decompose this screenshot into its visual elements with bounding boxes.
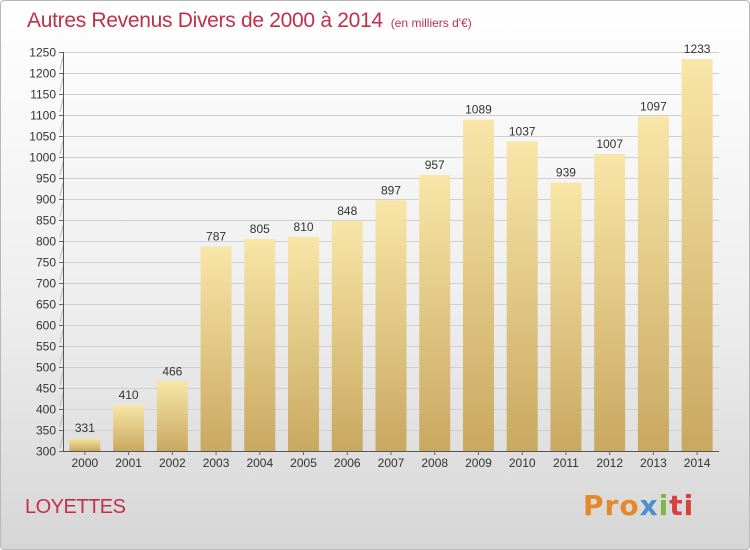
value-label: 957 [425, 158, 445, 172]
value-label: 1037 [509, 124, 536, 138]
y-tick-label: 1250 [29, 46, 56, 60]
y-tick-label: 350 [36, 424, 56, 438]
value-label: 805 [250, 222, 270, 236]
x-tick-label: 2007 [378, 456, 405, 470]
axis-hatch [59, 161, 64, 176]
bar [113, 404, 145, 451]
y-tick-label: 550 [36, 340, 56, 354]
x-tick-label: 2000 [72, 456, 99, 470]
y-tick-label: 1200 [29, 67, 56, 81]
value-label: 410 [119, 388, 139, 402]
bar [375, 200, 407, 451]
axis-hatch [59, 203, 64, 218]
y-tick-label: 650 [36, 298, 56, 312]
y-tick-label: 300 [36, 445, 56, 459]
x-tick-label: 2009 [465, 456, 492, 470]
bar [244, 238, 276, 451]
y-tick-label: 1000 [29, 151, 56, 165]
bars: 331 410 466 787 805 810 848 897 957 1089 1037 939 10… [69, 42, 713, 452]
axis-hatch [59, 371, 64, 386]
axis-hatch [59, 119, 64, 134]
y-tick-label: 500 [36, 361, 56, 375]
axis-hatch [59, 308, 64, 323]
x-tick-label: 2005 [290, 456, 317, 470]
bar [69, 437, 101, 451]
value-label: 1097 [640, 99, 667, 113]
axis-hatch [59, 140, 64, 155]
x-tick-label: 2003 [203, 456, 230, 470]
axis-hatch [59, 245, 64, 260]
value-label: 1233 [684, 42, 711, 56]
x-tick-label: 2010 [509, 456, 536, 470]
value-label: 1007 [596, 137, 623, 151]
bar [419, 175, 451, 451]
chart-title: Autres Revenus Divers de 2000 à 2014 (en … [27, 9, 472, 33]
axis-hatch [59, 266, 64, 281]
y-tick-label: 450 [36, 382, 56, 396]
x-tick-label: 2008 [421, 456, 448, 470]
axis-hatch [59, 392, 64, 407]
commune-name: LOYETTES [25, 496, 126, 518]
value-label: 897 [381, 183, 401, 197]
axis-hatch [59, 413, 64, 428]
bar [637, 116, 669, 451]
value-label: 466 [162, 364, 182, 378]
y-tick-label: 1100 [30, 109, 56, 123]
axis-hatch [59, 182, 64, 197]
bar [681, 59, 713, 451]
x-tick-label: 2013 [640, 456, 667, 470]
value-label: 939 [556, 166, 576, 180]
axis-hatch [59, 329, 64, 344]
bar [550, 182, 582, 451]
bar [156, 381, 188, 451]
bar [594, 154, 626, 451]
x-tick-label: 2002 [159, 456, 186, 470]
x-tick-label: 2004 [246, 456, 273, 470]
value-label: 1089 [465, 103, 492, 117]
value-label: 331 [75, 421, 95, 435]
proxiti-logo: Proxiti [583, 489, 694, 522]
y-tick-label: 950 [36, 172, 56, 186]
y-tick-label: 900 [36, 193, 56, 207]
value-label: 810 [294, 220, 314, 234]
axis-hatch [59, 434, 64, 449]
x-tick-label: 2012 [596, 456, 623, 470]
title-text: Autres Revenus Divers de 2000 à 2014 [27, 9, 383, 32]
axis-hatch [59, 224, 64, 239]
bar [462, 119, 494, 452]
x-tick-label: 2011 [553, 456, 579, 470]
x-tick-label: 2014 [684, 456, 711, 470]
y-tick-label: 1050 [29, 130, 56, 144]
y-tick-label: 700 [36, 277, 56, 291]
x-tick-label: 2006 [334, 456, 361, 470]
axis-hatch [59, 350, 64, 365]
bar [506, 141, 538, 451]
y-tick-label: 750 [36, 256, 56, 270]
y-tick-label: 1150 [30, 88, 56, 102]
logo-part-1: Pro [583, 489, 640, 522]
axis-hatch [59, 287, 64, 302]
bar [288, 236, 320, 451]
y-tick-label: 400 [36, 403, 56, 417]
logo-part-4: ti [669, 489, 695, 522]
axis-hatch [59, 77, 64, 92]
axis-hatch [59, 56, 64, 71]
axes: 300 350 400 450 500 550 600 650 700 750 800 850 900 9… [29, 46, 719, 470]
axis-hatch [59, 98, 64, 113]
logo-part-3: i [658, 489, 670, 522]
y-tick-label: 850 [36, 214, 56, 228]
value-label: 787 [206, 229, 226, 243]
x-tick-label: 2001 [115, 456, 142, 470]
y-tick-label: 800 [36, 235, 56, 249]
bar [200, 246, 232, 451]
bar [331, 220, 363, 451]
value-label: 848 [337, 204, 357, 218]
y-tick-label: 600 [36, 319, 56, 333]
title-unit: (en milliers d'€) [390, 16, 472, 30]
logo-part-2: x [639, 489, 659, 522]
